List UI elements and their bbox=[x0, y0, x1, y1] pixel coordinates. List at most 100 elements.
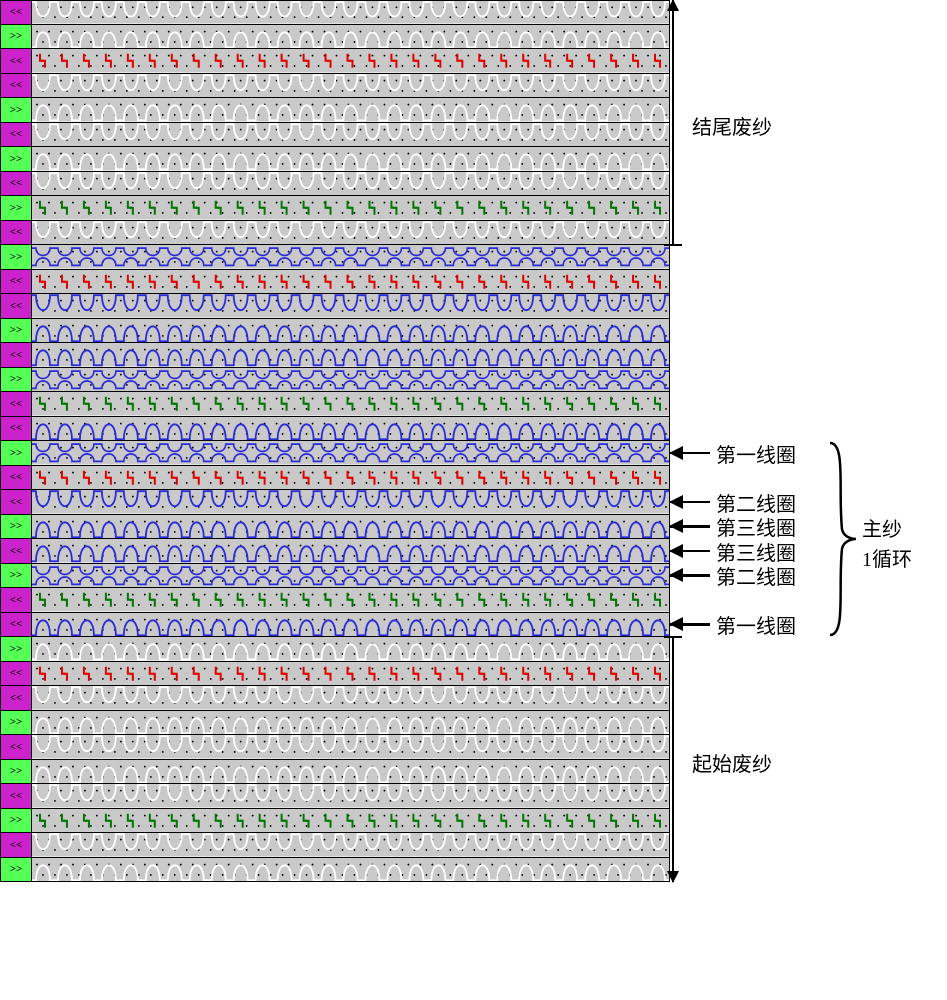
brace-label-line: 主纱 bbox=[862, 515, 912, 545]
direction-left-cell: << bbox=[1, 686, 32, 710]
direction-right-cell: >> bbox=[1, 98, 32, 122]
chart-row: << bbox=[0, 613, 670, 638]
chart-row: << bbox=[0, 172, 670, 197]
stitch-pattern-cell bbox=[32, 515, 669, 539]
direction-right-cell: >> bbox=[1, 368, 32, 392]
chart-row: << bbox=[0, 270, 670, 295]
section-range-arrow bbox=[672, 0, 674, 245]
direction-right-cell: >> bbox=[1, 196, 32, 220]
brace-label-line: 1循环 bbox=[862, 545, 912, 575]
arrow-left-icon bbox=[670, 574, 710, 577]
stitch-pattern-cell bbox=[32, 98, 669, 122]
pointer-label: 第一线圈 bbox=[716, 439, 796, 468]
stitch-pattern-cell bbox=[32, 319, 669, 343]
tick-mark bbox=[664, 244, 682, 246]
direction-left-cell: << bbox=[1, 74, 32, 98]
pointer-annotation: 第三线圈 bbox=[670, 515, 796, 539]
stitch-pattern-cell bbox=[32, 441, 669, 465]
direction-right-cell: >> bbox=[1, 858, 32, 882]
pointer-annotation: 第三线圈 bbox=[670, 539, 796, 563]
direction-right-cell: >> bbox=[1, 441, 32, 465]
stitch-pattern-cell bbox=[32, 735, 669, 759]
stitch-pattern-cell bbox=[32, 784, 669, 808]
chart-row: << bbox=[0, 784, 670, 809]
chart-row: >> bbox=[0, 196, 670, 221]
annotation-panel: 结尾废纱起始废纱第一线圈第二线圈第三线圈第三线圈第二线圈第一线圈 主纱1循环 bbox=[670, 0, 947, 882]
direction-right-cell: >> bbox=[1, 809, 32, 833]
stitch-pattern-cell bbox=[32, 809, 669, 833]
chart-row: >> bbox=[0, 809, 670, 834]
arrow-left-icon bbox=[670, 623, 710, 626]
chart-row: << bbox=[0, 294, 670, 319]
stitch-pattern-cell bbox=[32, 833, 669, 857]
chart-row: >> bbox=[0, 858, 670, 883]
direction-right-cell: >> bbox=[1, 564, 32, 588]
arrow-left-icon bbox=[670, 525, 710, 528]
chart-row: >> bbox=[0, 245, 670, 270]
chart-row: >> bbox=[0, 760, 670, 785]
stitch-pattern-cell bbox=[32, 686, 669, 710]
brace-label: 主纱1循环 bbox=[862, 515, 912, 575]
stitch-pattern-cell bbox=[32, 74, 669, 98]
direction-left-cell: << bbox=[1, 784, 32, 808]
stitch-pattern-cell bbox=[32, 294, 669, 318]
chart-row: << bbox=[0, 74, 670, 99]
chart-row: << bbox=[0, 466, 670, 491]
stitch-pattern-cell bbox=[32, 49, 669, 73]
stitch-pattern-cell bbox=[32, 221, 669, 245]
chart-row: >> bbox=[0, 25, 670, 50]
direction-left-cell: << bbox=[1, 123, 32, 147]
section-range-arrow bbox=[672, 637, 674, 882]
direction-right-cell: >> bbox=[1, 515, 32, 539]
direction-right-cell: >> bbox=[1, 319, 32, 343]
chart-row: >> bbox=[0, 637, 670, 662]
chart-row: >> bbox=[0, 147, 670, 172]
chart-row: >> bbox=[0, 441, 670, 466]
pointer-label: 第二线圈 bbox=[716, 561, 796, 590]
stitch-pattern-cell bbox=[32, 662, 669, 686]
curly-brace-icon bbox=[828, 441, 858, 643]
knitting-chart: <<>><<<<>><<>><<>><<>><<<<>><<>><<<<>><<… bbox=[0, 0, 670, 882]
direction-left-cell: << bbox=[1, 833, 32, 857]
pointer-annotation: 第二线圈 bbox=[670, 490, 796, 514]
pointer-annotation: 第一线圈 bbox=[670, 613, 796, 637]
chart-row: << bbox=[0, 417, 670, 442]
stitch-pattern-cell bbox=[32, 123, 669, 147]
chart-row: >> bbox=[0, 368, 670, 393]
direction-left-cell: << bbox=[1, 466, 32, 490]
chart-row: >> bbox=[0, 319, 670, 344]
direction-right-cell: >> bbox=[1, 711, 32, 735]
direction-left-cell: << bbox=[1, 172, 32, 196]
section-label: 结尾废纱 bbox=[692, 111, 772, 140]
chart-row: << bbox=[0, 539, 670, 564]
stitch-pattern-cell bbox=[32, 343, 669, 367]
arrow-left-icon bbox=[670, 550, 710, 553]
direction-left-cell: << bbox=[1, 490, 32, 514]
stitch-pattern-cell bbox=[32, 270, 669, 294]
chart-row: << bbox=[0, 662, 670, 687]
stitch-pattern-cell bbox=[32, 858, 669, 882]
direction-left-cell: << bbox=[1, 588, 32, 612]
direction-left-cell: << bbox=[1, 735, 32, 759]
chart-row: << bbox=[0, 221, 670, 246]
chart-row: << bbox=[0, 392, 670, 417]
direction-left-cell: << bbox=[1, 392, 32, 416]
stitch-pattern-cell bbox=[32, 588, 669, 612]
section-label: 起始废纱 bbox=[692, 748, 772, 777]
stitch-pattern-cell bbox=[32, 196, 669, 220]
arrow-down-icon bbox=[667, 871, 679, 883]
chart-row: << bbox=[0, 833, 670, 858]
arrow-left-icon bbox=[670, 501, 710, 504]
chart-row: << bbox=[0, 588, 670, 613]
stitch-pattern-cell bbox=[32, 1, 669, 24]
direction-left-cell: << bbox=[1, 270, 32, 294]
chart-row: << bbox=[0, 343, 670, 368]
direction-left-cell: << bbox=[1, 343, 32, 367]
chart-row: << bbox=[0, 686, 670, 711]
stitch-pattern-cell bbox=[32, 25, 669, 49]
stitch-pattern-cell bbox=[32, 417, 669, 441]
direction-right-cell: >> bbox=[1, 245, 32, 269]
stitch-pattern-cell bbox=[32, 637, 669, 661]
pointer-annotation: 第一线圈 bbox=[670, 441, 796, 465]
arrow-left-icon bbox=[670, 452, 710, 455]
